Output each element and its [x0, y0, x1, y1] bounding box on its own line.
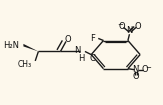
Text: −: −	[145, 65, 151, 71]
Text: −: −	[117, 22, 123, 28]
Text: H: H	[79, 54, 85, 63]
Text: C: C	[89, 54, 95, 63]
Text: O: O	[118, 22, 125, 31]
Text: N: N	[132, 65, 139, 74]
Text: ⁺: ⁺	[130, 28, 133, 33]
Text: N: N	[126, 26, 133, 35]
Text: ⁺: ⁺	[136, 65, 139, 70]
Text: H₂N: H₂N	[3, 41, 19, 50]
Text: O: O	[64, 35, 71, 44]
Polygon shape	[23, 44, 38, 51]
Text: F: F	[90, 34, 95, 43]
Text: N: N	[75, 46, 81, 55]
Text: O: O	[134, 22, 141, 31]
Text: CH₃: CH₃	[17, 60, 31, 69]
Text: O: O	[142, 65, 148, 74]
Text: O: O	[132, 72, 139, 81]
